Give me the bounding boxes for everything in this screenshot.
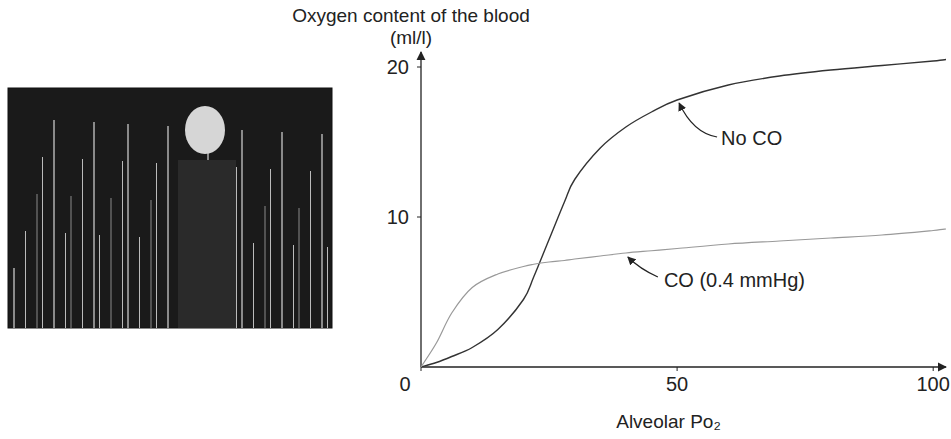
photo-tube xyxy=(93,122,95,328)
photo-tube xyxy=(293,245,294,328)
axes: 0 50 100 10 20 xyxy=(387,52,950,395)
annotations: No CO CO (0.4 mmHg) xyxy=(628,103,805,291)
x-tick xyxy=(677,367,678,371)
photo-tube xyxy=(111,198,112,328)
photo-tube xyxy=(253,243,254,328)
photo-tube xyxy=(99,235,100,328)
photo-tube xyxy=(236,167,237,328)
y-axis-line xyxy=(420,52,421,367)
photo-tube xyxy=(127,124,129,328)
y-axis-unit: (ml/l) xyxy=(390,27,432,48)
photo-tube xyxy=(281,132,283,328)
photo-tube xyxy=(82,159,83,328)
label-arrow xyxy=(679,103,717,137)
series-line xyxy=(421,60,946,368)
photo-tube xyxy=(53,120,55,328)
photo xyxy=(8,88,332,328)
chart: 0 50 100 10 20 Oxygen content of the blood(ml… xyxy=(0,0,951,439)
photo-tube xyxy=(321,134,323,328)
photo-tube xyxy=(167,126,169,328)
photo-tube xyxy=(310,171,311,328)
x-tick-label: 0 xyxy=(399,373,410,395)
series-label: No CO xyxy=(721,127,782,149)
series-label: CO (0.4 mmHg) xyxy=(664,269,805,291)
photo-tube xyxy=(241,130,243,328)
photo-tube xyxy=(122,161,123,328)
photo-tube xyxy=(327,247,328,328)
photo-tube xyxy=(151,200,152,328)
photo-body xyxy=(178,160,236,328)
photo-tube xyxy=(25,231,26,328)
y-tick-label: 10 xyxy=(387,206,409,228)
photo-tube xyxy=(13,268,15,328)
label-arrow xyxy=(628,257,658,277)
photo-tube xyxy=(270,169,271,328)
photo-tube xyxy=(265,206,266,328)
photo-head xyxy=(185,106,225,154)
x-tick xyxy=(421,367,422,371)
photo-tube xyxy=(65,233,66,328)
x-tick xyxy=(933,367,934,371)
x-axis-title: Alveolar Po₂ xyxy=(616,411,721,432)
photo-tube xyxy=(139,237,140,328)
photo-tube xyxy=(37,194,38,328)
photo-tube xyxy=(156,163,157,328)
series-line xyxy=(421,229,946,367)
y-tick xyxy=(417,67,421,68)
photo-frame xyxy=(8,88,332,328)
photo-tube xyxy=(299,208,300,328)
y-tick xyxy=(417,217,421,218)
y-tick-label: 20 xyxy=(387,56,409,78)
x-tick-label: 50 xyxy=(666,373,688,395)
photo-tube xyxy=(71,196,72,328)
photo-tube xyxy=(42,157,43,328)
plot-area xyxy=(421,60,946,368)
x-axis-line xyxy=(421,366,946,367)
x-tick-label: 100 xyxy=(917,373,950,395)
y-axis-title: Oxygen content of the blood xyxy=(292,5,530,26)
